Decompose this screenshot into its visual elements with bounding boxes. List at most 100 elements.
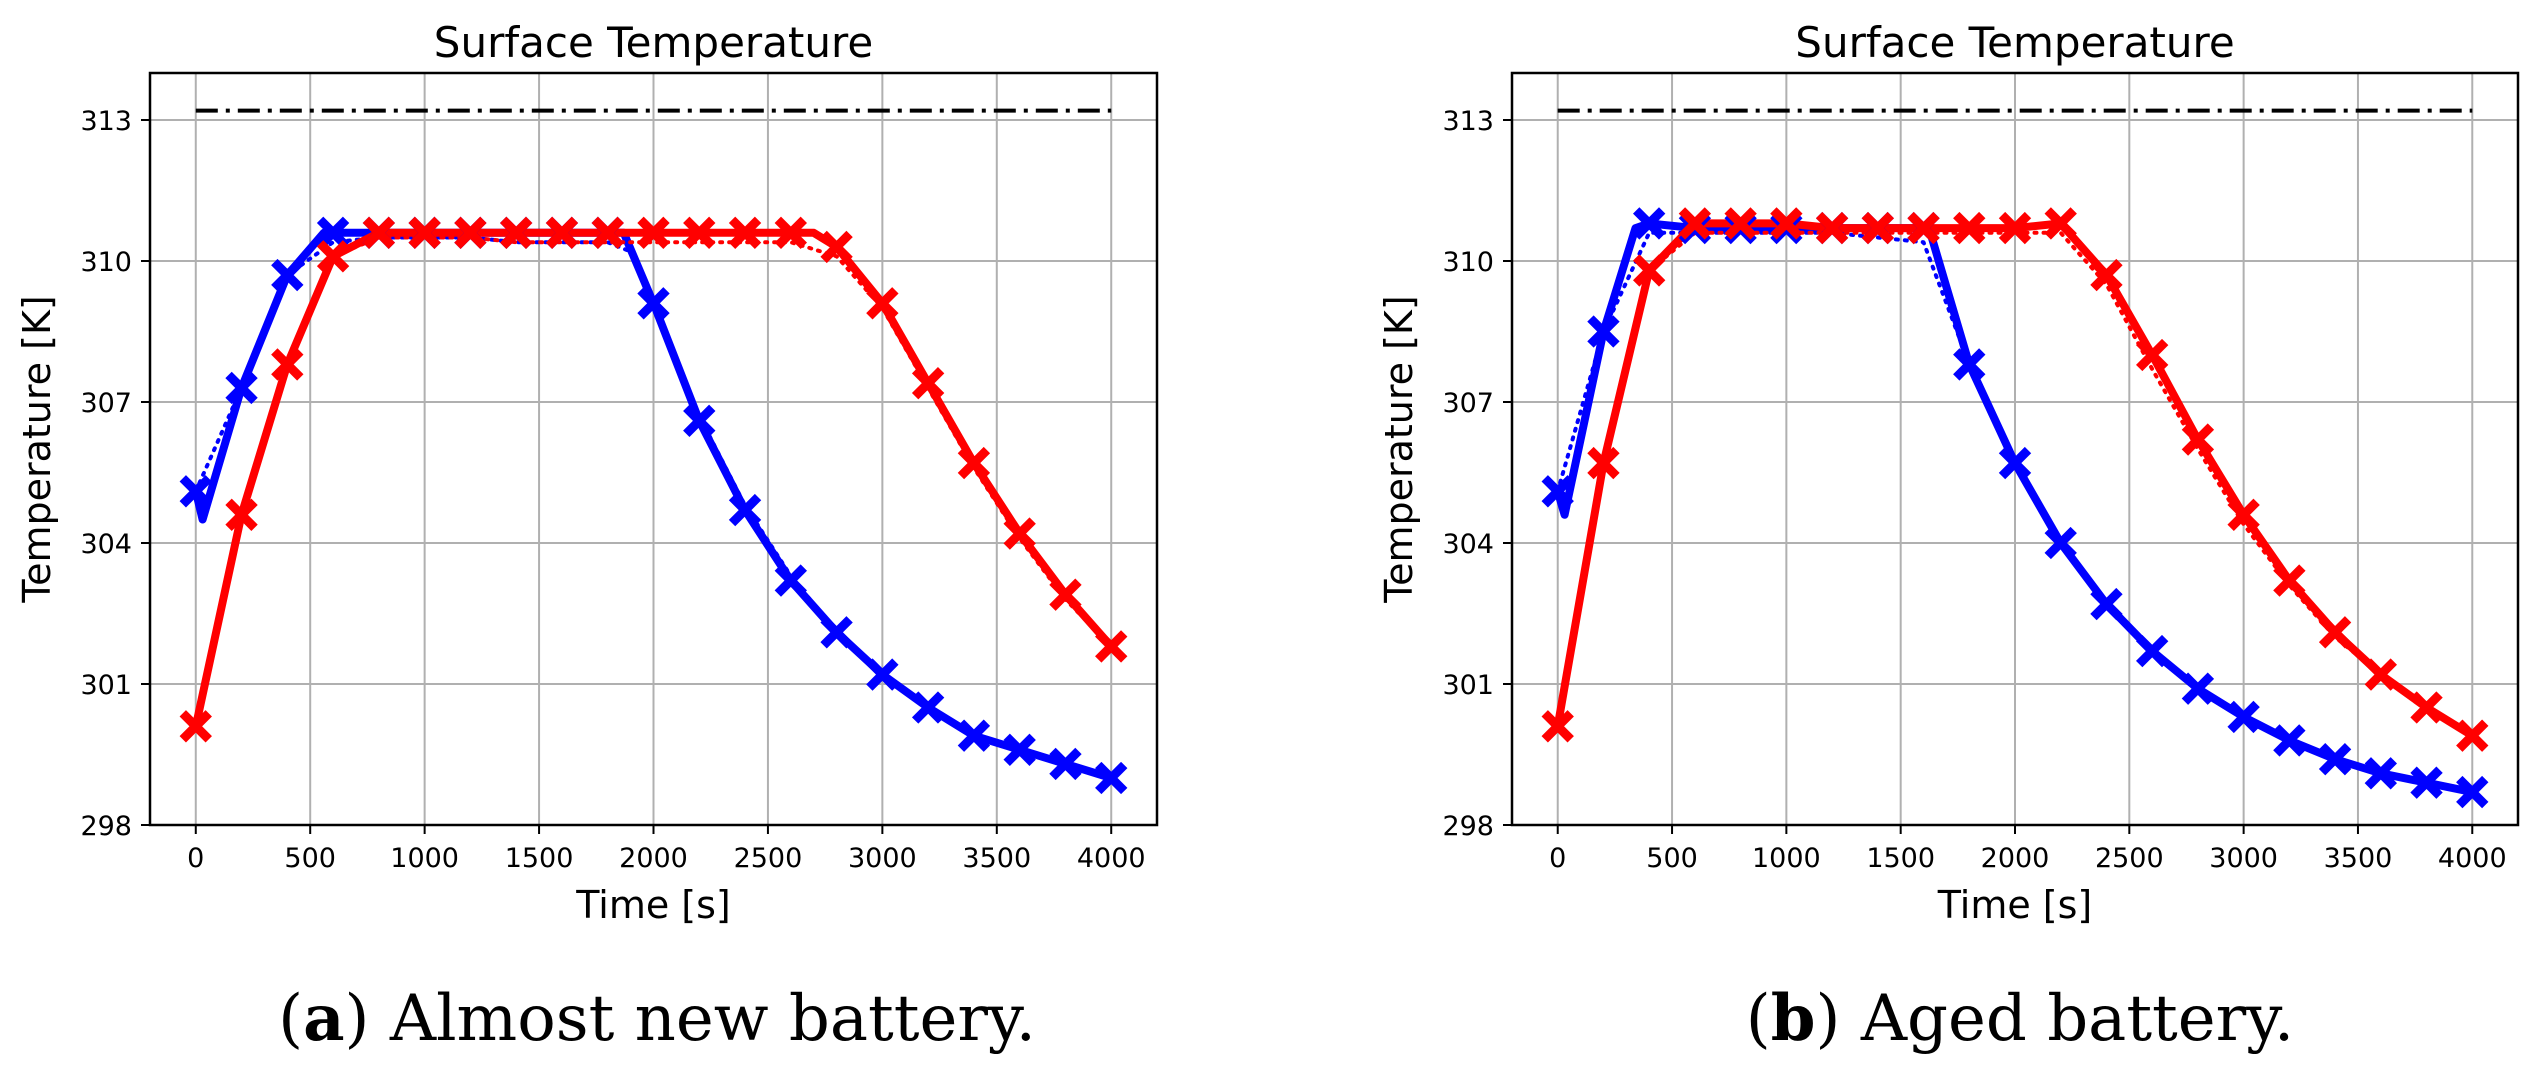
series-red-point [1953, 211, 1986, 245]
series-red-point [866, 287, 899, 320]
series-red-point [1861, 211, 1895, 245]
y-tick-label: 310 [80, 247, 132, 278]
series-blue-dotted-line [193, 235, 1114, 780]
series-red-point [271, 348, 304, 381]
series-blue-point [911, 691, 945, 724]
series-blue-point [225, 371, 258, 405]
series-red-point [2273, 564, 2306, 597]
caption-b: (b) Aged battery. [1746, 981, 2294, 1056]
y-tick-label: 307 [80, 388, 132, 419]
x-tick-label: 3000 [848, 843, 917, 874]
series-blue-point [637, 287, 670, 320]
series-red-point [1095, 630, 1128, 663]
series-red-point [637, 216, 670, 249]
series-blue-point [2456, 775, 2489, 809]
series-red-point [2181, 423, 2215, 456]
series-blue-point [2135, 634, 2169, 668]
x-tick-label: 3500 [962, 843, 1031, 874]
series-red-point [2364, 658, 2398, 691]
series-blue-point [957, 719, 991, 752]
series-red-point [500, 216, 533, 249]
x-tick-label: 0 [1549, 843, 1566, 874]
x-tick-label: 0 [187, 843, 204, 874]
y-tick-label: 301 [80, 670, 132, 701]
x-tick-label: 1000 [1752, 843, 1821, 874]
series-red-point [316, 240, 350, 273]
series-red-point [1587, 446, 1620, 480]
series-red-point [1907, 211, 1940, 245]
series-red-point [2135, 338, 2169, 372]
series-red-point [1632, 254, 1666, 287]
series-red-point [179, 710, 212, 743]
series-red-point [1815, 211, 1849, 245]
series-red-point [911, 367, 945, 400]
series-blue-point [728, 493, 762, 527]
series-red-point [2456, 719, 2489, 752]
chart-panel-b: 0 500 1000 1500 2000 2500 3000 3500 4000 298 301 30… [1377, 18, 2520, 927]
series-red-point [545, 216, 579, 249]
y-tick-label: 307 [1442, 388, 1494, 419]
series-red-point [362, 216, 396, 249]
x-tick-label: 2000 [1981, 843, 2050, 874]
series-blue-point [683, 404, 716, 437]
series-red-point [820, 230, 853, 264]
y-axis-label: Temperature [K] [1377, 295, 1421, 603]
x-tick-label: 2000 [619, 843, 688, 874]
series-red-point [728, 216, 762, 249]
series-red-point [957, 446, 991, 480]
series-blue-point [2364, 757, 2398, 790]
series-blue-point [2090, 587, 2123, 621]
series-red-point [591, 216, 624, 249]
series-blue-point [1953, 348, 1986, 381]
series-red-point [1998, 211, 2032, 245]
series-red-point [1003, 517, 1036, 550]
x-tick-label: 4000 [2438, 843, 2507, 874]
x-tick-label: 4000 [1077, 843, 1146, 874]
series-blue-point [1998, 446, 2032, 480]
x-tick-label: 1500 [505, 843, 574, 874]
y-tick-label: 298 [80, 811, 132, 842]
series-red-point [1770, 207, 1803, 240]
series-blue-point [2227, 700, 2260, 734]
x-tick-label: 1000 [390, 843, 459, 874]
y-tick-label: 298 [1442, 811, 1494, 842]
series-red-point [225, 498, 258, 531]
series-blue-point [1587, 315, 1620, 348]
series-red-line [191, 228, 1116, 731]
series-blue-point [179, 475, 212, 508]
y-axis-label: Temperature [K] [15, 295, 59, 603]
series-blue-point [2410, 766, 2443, 799]
series-red-point [2410, 691, 2443, 724]
plot-area [1541, 108, 2489, 809]
series-blue-point [1632, 207, 1666, 240]
x-tick-label: 2500 [734, 843, 803, 874]
y-tick-label: 313 [80, 106, 132, 137]
series-blue-point [1049, 747, 1082, 781]
caption-a: (a) Almost new battery. [278, 981, 1036, 1056]
series-red-point [2044, 207, 2077, 240]
x-tick-label: 3000 [2209, 843, 2278, 874]
y-tick-label: 310 [1442, 247, 1494, 278]
series-blue-point [1003, 733, 1036, 766]
plot-area [179, 108, 1128, 795]
series-red-point [1724, 207, 1757, 240]
x-tick-label: 3500 [2324, 843, 2393, 874]
series-red-point [1678, 207, 1712, 240]
series-red-point [408, 216, 441, 249]
series-red-point [774, 216, 807, 249]
series-red-point [2090, 258, 2123, 292]
x-tick-label: 2500 [2095, 843, 2164, 874]
series-blue-point [774, 564, 807, 597]
x-tick-label: 1500 [1866, 843, 1935, 874]
chart-title: Surface Temperature [1795, 18, 2234, 67]
series-blue-point [1095, 761, 1128, 795]
y-tick-label: 301 [1442, 670, 1494, 701]
series-blue-point [820, 616, 853, 649]
x-axis-label: Time [s] [1937, 883, 2093, 927]
series-blue-point [1541, 475, 1574, 508]
x-axis-label: Time [s] [575, 883, 731, 927]
series-red-point [454, 216, 487, 249]
x-tick-label: 500 [1646, 843, 1698, 874]
series-blue-point [2273, 724, 2306, 757]
